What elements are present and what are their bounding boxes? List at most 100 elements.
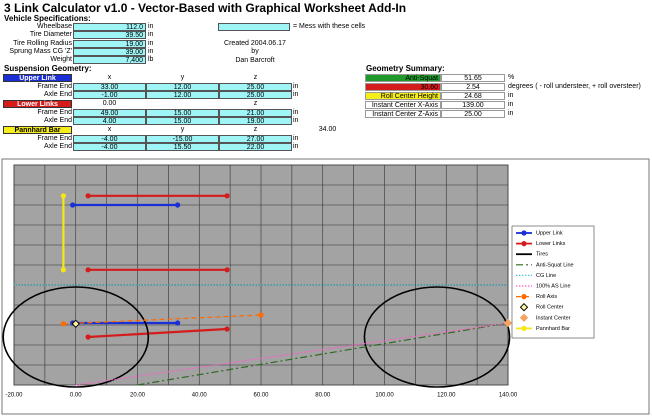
legend-marker xyxy=(521,241,527,247)
column-header: 34.00 xyxy=(318,126,337,133)
column-header: x xyxy=(107,74,112,81)
summary-label: Instant Center Z-Axis xyxy=(365,110,441,118)
row-label: Axle End xyxy=(43,91,72,98)
spec-unit: lb xyxy=(148,56,154,64)
section-heading: Geometry Summary: xyxy=(366,64,445,73)
summary-unit: in xyxy=(508,92,514,99)
x-tick-label: 100.00 xyxy=(375,393,394,399)
row-label: Frame End xyxy=(37,108,72,116)
x-tick-label: -20.00 xyxy=(5,393,23,399)
legend-label: Instant Center xyxy=(536,315,571,321)
input-cell: 15.00 xyxy=(146,117,219,125)
point xyxy=(70,202,76,208)
x-tick-label: 20.00 xyxy=(130,393,146,399)
legend-label: Pannhard Bar xyxy=(536,326,570,332)
column-header: x xyxy=(107,126,112,133)
series-line xyxy=(137,322,509,386)
input-cell: 25.00 xyxy=(219,91,292,99)
legend-label: Tires xyxy=(536,252,548,258)
input-cell: 25.00 xyxy=(219,82,292,91)
input-cell: -1.00 xyxy=(73,91,146,99)
summary-value: 139.00 xyxy=(441,101,505,109)
point xyxy=(60,267,66,273)
point xyxy=(224,267,230,273)
legend-label: Upper Link xyxy=(536,230,563,236)
title: 3 Link Calculator v1.0 - Vector-Based wi… xyxy=(4,1,407,15)
summary-value: 25.00 xyxy=(441,110,505,118)
point xyxy=(60,321,66,327)
point xyxy=(60,193,66,199)
row-unit: in xyxy=(293,82,299,90)
group-name: Lower Links xyxy=(3,100,72,108)
x-tick-label: 80.00 xyxy=(315,393,331,399)
input-cell: 15.00 xyxy=(146,108,219,117)
summary-label: 30.60 xyxy=(365,83,441,91)
section-heading: Suspension Geometry: xyxy=(4,64,92,73)
tire xyxy=(2,286,150,388)
summary-label: Anti-Squat xyxy=(365,74,441,82)
input-cell: -4.00 xyxy=(73,143,146,151)
column-header: y xyxy=(180,126,185,133)
spec-label: Tire Diameter xyxy=(29,31,72,39)
point xyxy=(71,319,80,329)
input-cell: 33.00 xyxy=(73,82,146,91)
spec-unit: in xyxy=(148,23,154,30)
legend-label: Anti-Squat Line xyxy=(536,262,574,268)
tire xyxy=(363,286,511,388)
legend-label: 100% AS Line xyxy=(536,283,571,289)
series-line xyxy=(75,322,509,386)
credit: Dan Barcroft xyxy=(235,56,275,64)
group-name: Upper Link xyxy=(3,74,72,82)
point xyxy=(85,267,91,273)
row-label: Frame End xyxy=(37,134,72,142)
spec-value: 7,400 xyxy=(73,56,146,65)
input-cell: -4.00 xyxy=(73,134,146,143)
section-heading: Vehicle Specifications: xyxy=(4,14,91,23)
spec-value: 39.00 xyxy=(73,47,146,56)
spec-unit: in xyxy=(148,39,154,47)
summary-value: 2.54 xyxy=(441,83,505,91)
credit: Created 2004.06.17 xyxy=(224,40,286,47)
legend-label: Roll Center xyxy=(536,305,564,311)
point xyxy=(175,320,181,326)
column-header: z xyxy=(253,126,258,133)
point xyxy=(224,326,230,332)
summary-value: 24.68 xyxy=(441,92,505,100)
summary-label: Roll Center Height xyxy=(365,92,441,100)
x-tick-label: 120.00 xyxy=(437,393,456,399)
x-tick-label: 60.00 xyxy=(253,393,269,399)
input-cell: 12.00 xyxy=(146,82,219,91)
input-cell: -15.00 xyxy=(146,134,219,143)
summary-value: 51.65 xyxy=(441,74,505,82)
legend-swatch xyxy=(218,23,290,31)
legend-marker xyxy=(519,302,529,312)
legend-marker xyxy=(521,294,527,300)
row-unit: in xyxy=(293,117,299,124)
legend-label: Roll Axis xyxy=(536,294,557,300)
row-label: Axle End xyxy=(43,143,72,150)
row-label: Frame End xyxy=(37,82,72,90)
row-unit: in xyxy=(293,134,299,142)
summary-unit: in xyxy=(508,110,514,117)
row-unit: in xyxy=(293,108,299,116)
summary-unit: degrees ( - roll understeer, + roll over… xyxy=(508,83,641,90)
spec-label: Weight xyxy=(50,56,72,64)
input-cell: 12.00 xyxy=(146,91,219,99)
series-line xyxy=(88,194,228,339)
input-cell: 27.00 xyxy=(219,134,292,143)
summary-unit: in xyxy=(508,101,514,108)
spec-unit: in xyxy=(148,47,154,55)
spec-value: 19.00 xyxy=(73,39,146,48)
summary-label: Instant Center X-Axis xyxy=(365,101,441,109)
spec-label: Sprung Mass CG 'Z' xyxy=(9,47,72,55)
input-cell: 49.00 xyxy=(73,108,146,117)
column-header: z xyxy=(253,100,258,107)
legend-label: CG Line xyxy=(536,273,556,279)
input-cell: 4.00 xyxy=(73,117,146,125)
spec-label: Tire Rolling Radius xyxy=(13,39,72,47)
input-cell: 15.50 xyxy=(146,143,219,151)
column-header: 0.00 xyxy=(102,100,117,107)
series-line xyxy=(63,314,262,325)
